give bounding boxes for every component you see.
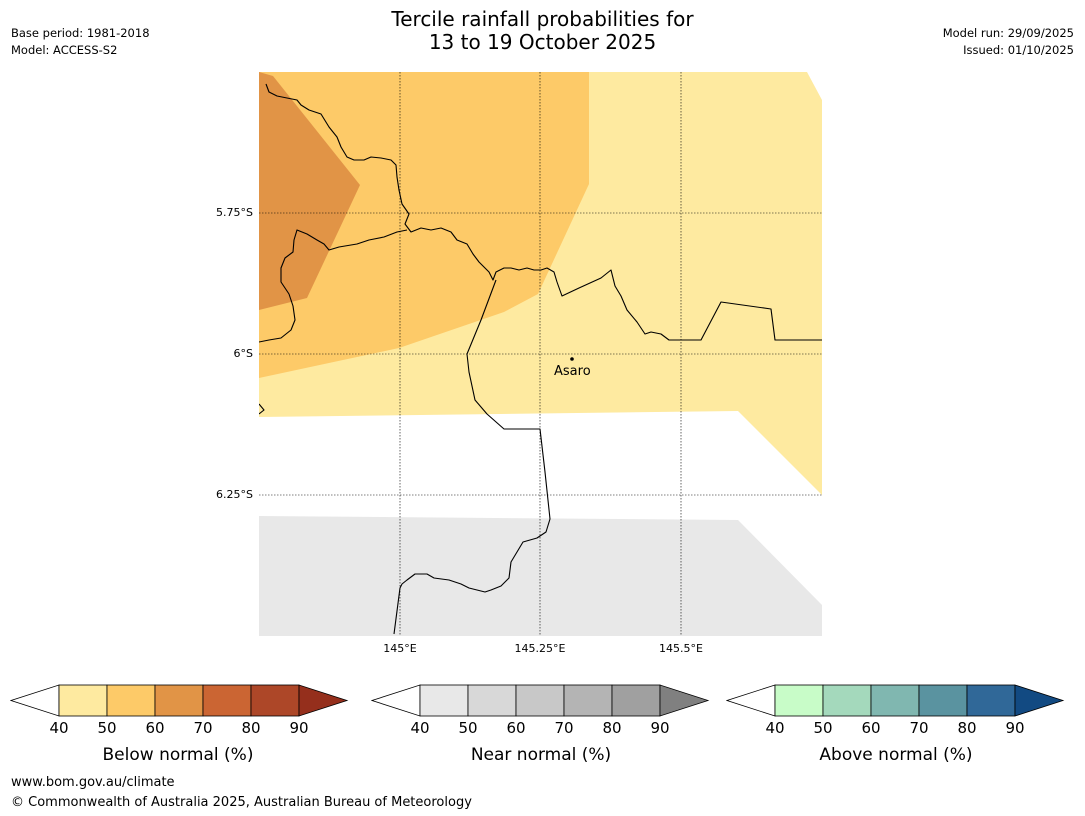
colorbar-above-under [726, 684, 776, 717]
model-run: Model run: 29/09/2025 [942, 26, 1074, 40]
colorbar-above [726, 684, 1065, 717]
below-tick-60: 60 [145, 719, 165, 737]
lat-label-5-75s: 5.75°S [216, 206, 253, 219]
colorbar-below-80-90 [250, 684, 300, 717]
map-title: Tercile rainfall probabilities for 13 to… [0, 8, 1085, 54]
province-boundaries [259, 83, 822, 635]
below-tick-70: 70 [193, 719, 213, 737]
lon-label-145e: 145°E [383, 642, 417, 655]
above-tick-70: 70 [909, 719, 929, 737]
base-period: Base period: 1981-2018 [11, 26, 150, 40]
colorbar-near [371, 684, 710, 717]
colorbar-below-40-50 [58, 684, 108, 717]
colorbar-below-under [10, 684, 60, 717]
lon-label-145-25e: 145.25°E [514, 642, 566, 655]
colorbar-near-80-90 [611, 684, 661, 717]
colorbar-below-label: Below normal (%) [102, 745, 254, 765]
below-tick-80: 80 [241, 719, 261, 737]
below-tick-90: 90 [289, 719, 309, 737]
colorbar-near-70-80 [563, 684, 613, 717]
meta-left: Base period: 1981-2018 Model: ACCESS-S2 [11, 25, 150, 59]
above-tick-50: 50 [813, 719, 833, 737]
lat-label-6s: 6°S [233, 347, 253, 360]
colorbar-below-60-70 [154, 684, 204, 717]
map-title-line1: Tercile rainfall probabilities for [391, 7, 694, 31]
above-tick-80: 80 [957, 719, 977, 737]
above-tick-40: 40 [765, 719, 785, 737]
probability-map[interactable] [259, 72, 822, 636]
lon-label-145-5e: 145.5°E [659, 642, 703, 655]
boundary-east [556, 269, 822, 341]
colorbar-near-label: Near normal (%) [470, 745, 612, 765]
boundary-sw-corner [259, 403, 265, 415]
colorbar-below-over [298, 684, 349, 717]
near-tick-70: 70 [554, 719, 574, 737]
near-tick-80: 80 [602, 719, 622, 737]
model-name: Model: ACCESS-S2 [11, 43, 118, 57]
above-tick-60: 60 [861, 719, 881, 737]
near-tick-50: 50 [458, 719, 478, 737]
colorbar-above-over [1014, 684, 1065, 717]
meta-right: Model run: 29/09/2025 Issued: 01/10/2025 [943, 25, 1074, 59]
colorbar-above-60-70 [870, 684, 920, 717]
near-tick-40: 40 [410, 719, 430, 737]
boundary-south [393, 279, 551, 635]
above-tick-90: 90 [1005, 719, 1025, 737]
footer-website[interactable]: www.bom.gov.au/climate [11, 775, 175, 790]
boundary-west [259, 229, 408, 343]
graticule [259, 72, 822, 636]
colorbar-near-over [659, 684, 710, 717]
map-title-line2: 13 to 19 October 2025 [428, 30, 657, 54]
asaro-marker [570, 357, 574, 361]
issued-date: Issued: 01/10/2025 [963, 43, 1074, 57]
colorbar-above-50-60 [822, 684, 872, 717]
colorbar-above-70-80 [918, 684, 968, 717]
colorbar-below-70-80 [202, 684, 252, 717]
region-near-40-50 [259, 516, 822, 636]
colorbar-below [10, 684, 349, 717]
colorbar-above-40-50 [774, 684, 824, 717]
colorbar-near-under [371, 684, 421, 717]
asaro-label: Asaro [554, 364, 591, 379]
colorbar-near-40-50 [419, 684, 469, 717]
colorbar-below-50-60 [106, 684, 156, 717]
region-below-60-70 [259, 72, 360, 310]
colorbar-above-80-90 [966, 684, 1016, 717]
below-tick-50: 50 [97, 719, 117, 737]
colorbar-near-60-70 [515, 684, 565, 717]
footer-copyright: © Commonwealth of Australia 2025, Austra… [11, 795, 472, 810]
colorbar-above-label: Above normal (%) [819, 745, 973, 765]
lat-label-6-25s: 6.25°S [216, 488, 253, 501]
boundary-north [265, 83, 558, 283]
near-tick-90: 90 [650, 719, 670, 737]
below-tick-40: 40 [49, 719, 69, 737]
near-tick-60: 60 [506, 719, 526, 737]
colorbar-near-50-60 [467, 684, 517, 717]
